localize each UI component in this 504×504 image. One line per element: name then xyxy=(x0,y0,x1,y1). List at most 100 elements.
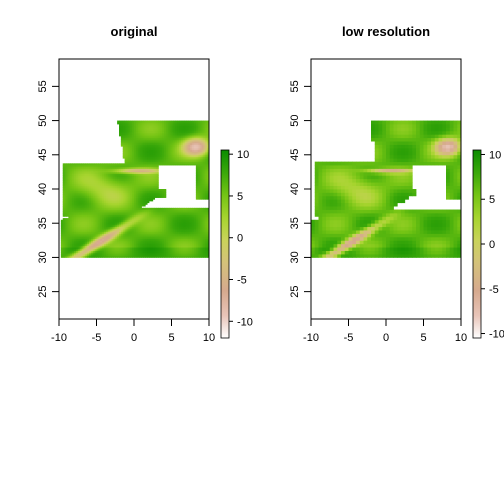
raster-cell xyxy=(120,223,124,226)
raster-cell xyxy=(130,130,133,133)
raster-cell xyxy=(74,207,77,210)
raster-cell xyxy=(100,216,103,219)
raster-cell xyxy=(66,175,69,178)
raster-cell xyxy=(111,163,114,166)
raster-cell xyxy=(135,199,139,202)
raster-cell xyxy=(124,177,127,180)
raster-cell xyxy=(109,187,112,190)
raster-cell xyxy=(186,245,189,248)
raster-cell xyxy=(113,223,116,226)
raster-cell xyxy=(126,236,129,239)
raster-cell xyxy=(139,180,142,183)
raster-cell xyxy=(167,254,171,257)
raster-cell xyxy=(167,247,171,250)
raster-cell xyxy=(197,194,201,197)
raster-cell xyxy=(173,214,176,217)
raster-cell xyxy=(177,159,180,163)
raster-cell xyxy=(150,124,154,127)
raster-cell xyxy=(94,211,97,214)
raster-cell xyxy=(90,240,94,243)
raster-cell xyxy=(64,214,67,217)
raster-cell xyxy=(105,226,109,229)
raster-cell xyxy=(162,235,165,238)
raster-cell xyxy=(89,183,92,186)
raster-cell xyxy=(139,159,142,163)
raster-cell xyxy=(102,218,105,221)
raster-cell xyxy=(122,175,126,178)
raster-cell xyxy=(105,221,109,224)
raster-cell xyxy=(102,228,105,231)
raster-cell xyxy=(150,216,154,219)
raster-cell xyxy=(203,163,206,166)
raster-cell xyxy=(104,177,107,180)
raster-cell xyxy=(115,231,118,234)
raster-cell xyxy=(186,228,189,231)
raster-cell xyxy=(62,173,66,176)
raster-cell xyxy=(126,137,129,140)
raster-cell xyxy=(132,144,135,147)
raster-cell xyxy=(92,247,96,250)
raster-cell xyxy=(156,231,159,234)
raster-cell xyxy=(120,177,124,180)
raster-cell xyxy=(100,209,103,212)
raster-cell xyxy=(119,240,122,243)
raster-cell xyxy=(180,230,184,233)
raster-cell xyxy=(152,235,156,238)
raster-cell xyxy=(182,214,186,217)
raster-cell xyxy=(104,231,107,234)
raster-cell xyxy=(186,139,189,142)
raster-cell xyxy=(122,216,126,219)
raster-cell xyxy=(96,175,99,178)
raster-cell xyxy=(107,223,111,226)
raster-cell xyxy=(177,228,180,231)
raster-cell xyxy=(141,221,144,224)
raster-cell xyxy=(203,161,206,164)
raster-cell xyxy=(169,151,172,154)
raster-cell xyxy=(147,254,150,257)
raster-cell xyxy=(68,173,71,176)
raster-cell xyxy=(64,180,67,183)
raster-cell xyxy=(66,202,69,205)
raster-cell xyxy=(201,235,204,238)
raster-cell xyxy=(203,166,206,169)
raster-cell xyxy=(186,224,189,228)
raster-cell xyxy=(132,130,135,133)
raster-cell xyxy=(190,135,193,139)
raster-cell xyxy=(180,124,184,127)
raster-cell xyxy=(89,219,92,222)
raster-cell xyxy=(98,182,101,185)
raster-cell xyxy=(188,158,191,161)
raster-cell xyxy=(160,132,163,135)
raster-cell xyxy=(164,207,167,210)
raster-cell xyxy=(120,141,124,144)
raster-cell xyxy=(72,194,75,197)
raster-cell xyxy=(75,195,79,198)
raster-cell xyxy=(70,183,73,186)
raster-cell xyxy=(180,224,184,228)
raster-cell xyxy=(122,147,126,151)
raster-cell xyxy=(81,204,84,207)
raster-cell xyxy=(120,230,124,233)
raster-cell xyxy=(72,163,75,166)
raster-cell xyxy=(72,195,75,198)
raster-cell xyxy=(150,254,154,257)
raster-cell xyxy=(117,190,120,193)
raster-cell xyxy=(111,223,114,226)
raster-cell xyxy=(92,190,96,193)
raster-cell xyxy=(186,211,189,214)
raster-cell xyxy=(179,218,182,221)
raster-cell xyxy=(134,151,137,154)
raster-cell xyxy=(128,120,131,123)
raster-cell xyxy=(179,209,182,212)
raster-cell xyxy=(134,144,137,147)
raster-cell xyxy=(152,153,156,156)
raster-cell xyxy=(190,211,193,214)
raster-cell xyxy=(149,134,152,137)
raster-cell xyxy=(180,153,184,156)
raster-cell xyxy=(79,242,82,245)
raster-cell xyxy=(83,236,86,239)
raster-cell xyxy=(143,207,146,210)
raster-cell xyxy=(120,130,124,133)
raster-cell xyxy=(145,226,148,229)
raster-cell xyxy=(169,216,172,219)
